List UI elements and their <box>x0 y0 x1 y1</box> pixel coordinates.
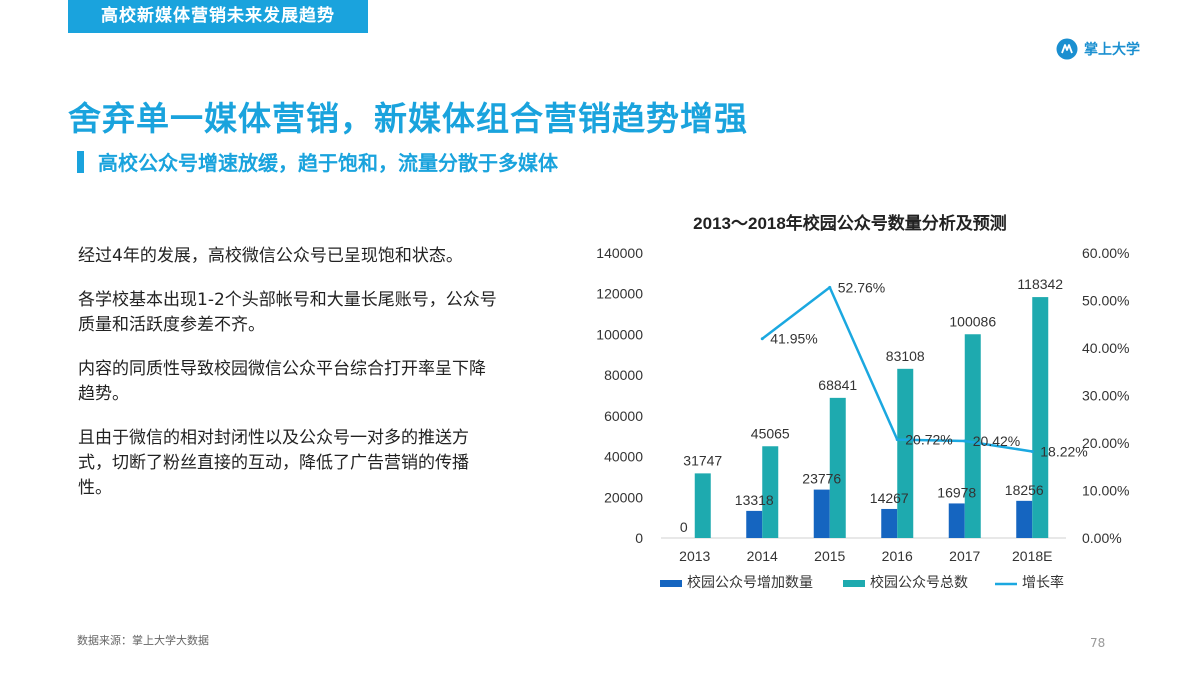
x-tick-label: 2015 <box>814 548 845 564</box>
legend-label-increase: 校园公众号增加数量 <box>687 574 813 590</box>
growth-rate-point <box>828 285 832 289</box>
subtitle-text: 高校公众号增速放缓，趋于饱和，流量分散于多媒体 <box>98 151 558 175</box>
brand-logo: 掌上大学 <box>1056 36 1140 62</box>
growth-rate-label: 20.42% <box>973 433 1020 449</box>
y-left-tick-label: 140000 <box>596 245 643 261</box>
paragraph: 且由于微信的相对封闭性以及公众号一对多的推送方式，切断了粉丝直接的互动，降低了广… <box>78 428 469 498</box>
bar-increase <box>881 508 898 538</box>
y-left-tick-label: 40000 <box>604 449 643 465</box>
y-left-tick-label: 60000 <box>604 408 643 424</box>
x-tick-label: 2013 <box>679 548 710 564</box>
combo-chart: 2013～2018年校园公众号数量分析及预测 0 20000 40000 60000 80… <box>596 213 1129 590</box>
growth-rate-label: 18.22% <box>1040 443 1087 459</box>
brand-icon <box>1056 38 1078 60</box>
bar-increase-label: 14267 <box>870 490 909 506</box>
bar-total <box>829 397 846 538</box>
growth-rate-label: 41.95% <box>770 331 817 347</box>
bar-increase-label: 13318 <box>735 492 774 508</box>
growth-rate-label: 20.72% <box>905 432 952 448</box>
bar-total-label: 100086 <box>949 313 996 329</box>
y-right-tick-label: 0.00% <box>1082 530 1122 546</box>
growth-rate-point <box>895 438 899 442</box>
legend-swatch-increase <box>660 580 682 587</box>
bar-total-label: 45065 <box>751 425 790 441</box>
legend-label-total: 校园公众号总数 <box>870 574 968 590</box>
body-text: 经过4年的发展，高校微信公众号已呈现饱和状态。 各学校基本出现1-2个头部帐号和… <box>78 244 498 520</box>
bar-total <box>964 334 981 538</box>
paragraph: 内容的同质性导致校园微信公众平台综合打开率呈下降趋势。 <box>78 359 486 404</box>
y-right-tick-label: 20.00% <box>1082 435 1129 451</box>
page-number: 78 <box>1090 636 1106 650</box>
bar-total-label: 118342 <box>1017 276 1063 292</box>
x-tick-label: 2016 <box>882 548 913 564</box>
page-title: 舍弃单一媒体营销，新媒体组合营销趋势增强 <box>68 99 748 138</box>
bar-increase-label: 16978 <box>937 484 976 500</box>
brand-name: 掌上大学 <box>1084 42 1140 58</box>
y-right-tick-label: 30.00% <box>1082 388 1129 404</box>
bar-increase <box>746 510 763 538</box>
bar-total <box>897 368 914 538</box>
bar-increase-label: 0 <box>680 519 688 535</box>
bar-total-label: 31747 <box>683 452 722 468</box>
x-tick-label: 2018E <box>1012 548 1052 564</box>
bar-increase-label: 23776 <box>802 471 841 487</box>
y-left-tick-label: 100000 <box>596 326 643 342</box>
bar-increase <box>813 489 830 538</box>
legend-swatch-total <box>843 580 865 587</box>
subtitle-marker <box>77 150 84 173</box>
y-left-tick-label: 120000 <box>596 286 643 302</box>
bar-increase <box>948 503 965 538</box>
bar-increase <box>1016 500 1033 538</box>
y-right-tick-label: 40.00% <box>1082 340 1129 356</box>
y-left-tick-label: 80000 <box>604 367 643 383</box>
bar-increase-label: 18256 <box>1005 482 1044 498</box>
growth-rate-point <box>1030 449 1034 453</box>
growth-rate-point <box>760 337 764 341</box>
y-right-tick-label: 50.00% <box>1082 293 1129 309</box>
paragraph: 经过4年的发展，高校微信公众号已呈现饱和状态。 <box>78 246 463 266</box>
growth-rate-point <box>963 439 967 443</box>
growth-rate-label: 52.76% <box>838 279 885 295</box>
y-right-tick-label: 60.00% <box>1082 245 1129 261</box>
bar-total-label: 68841 <box>818 377 857 393</box>
bar-total <box>694 473 711 538</box>
x-tick-label: 2017 <box>949 548 980 564</box>
y-right-tick-label: 10.00% <box>1082 483 1129 499</box>
y-left-tick-label: 0 <box>635 530 643 546</box>
bar-total <box>762 446 779 538</box>
section-tab: 高校新媒体营销未来发展趋势 <box>68 0 368 33</box>
legend-label-growth: 增长率 <box>1022 574 1064 590</box>
bar-total <box>1032 297 1049 538</box>
paragraph: 各学校基本出现1-2个头部帐号和大量长尾账号，公众号质量和活跃度参差不齐。 <box>78 290 497 335</box>
chart-title: 2013～2018年校园公众号数量分析及预测 <box>693 213 1007 233</box>
chart-container: 2013～2018年校园公众号数量分析及预测 0 20000 40000 60000 80… <box>570 205 1130 610</box>
x-tick-label: 2014 <box>747 548 778 564</box>
data-source: 数据来源：掌上大学大数据 <box>77 634 209 647</box>
bar-total-label: 83108 <box>886 348 925 364</box>
page-subtitle: 高校公众号增速放缓，趋于饱和，流量分散于多媒体 <box>77 147 558 176</box>
y-left-tick-label: 20000 <box>604 489 643 505</box>
